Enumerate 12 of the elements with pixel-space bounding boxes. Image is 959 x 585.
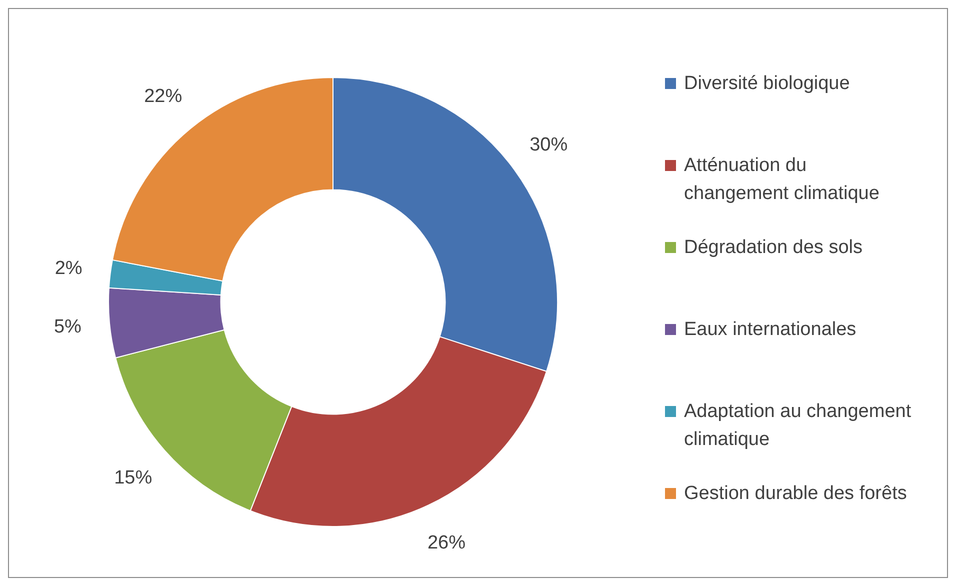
- data-label: 26%: [427, 532, 466, 554]
- data-label: 5%: [54, 316, 82, 338]
- data-label: 30%: [530, 134, 568, 156]
- legend-label: Eaux internationales: [684, 318, 858, 342]
- legend-label: Gestion durable des forêts: [684, 482, 908, 506]
- legend-label: Atténuation du changement climatique: [684, 154, 880, 206]
- legend-label: Adaptation au changement climatique: [684, 400, 912, 452]
- data-label: 22%: [144, 86, 182, 107]
- legend-label: Diversité biologique: [684, 72, 851, 96]
- data-label: 2%: [54, 258, 82, 279]
- legend-label: Dégradation des sols: [684, 236, 864, 260]
- data-label: 15%: [114, 467, 152, 488]
